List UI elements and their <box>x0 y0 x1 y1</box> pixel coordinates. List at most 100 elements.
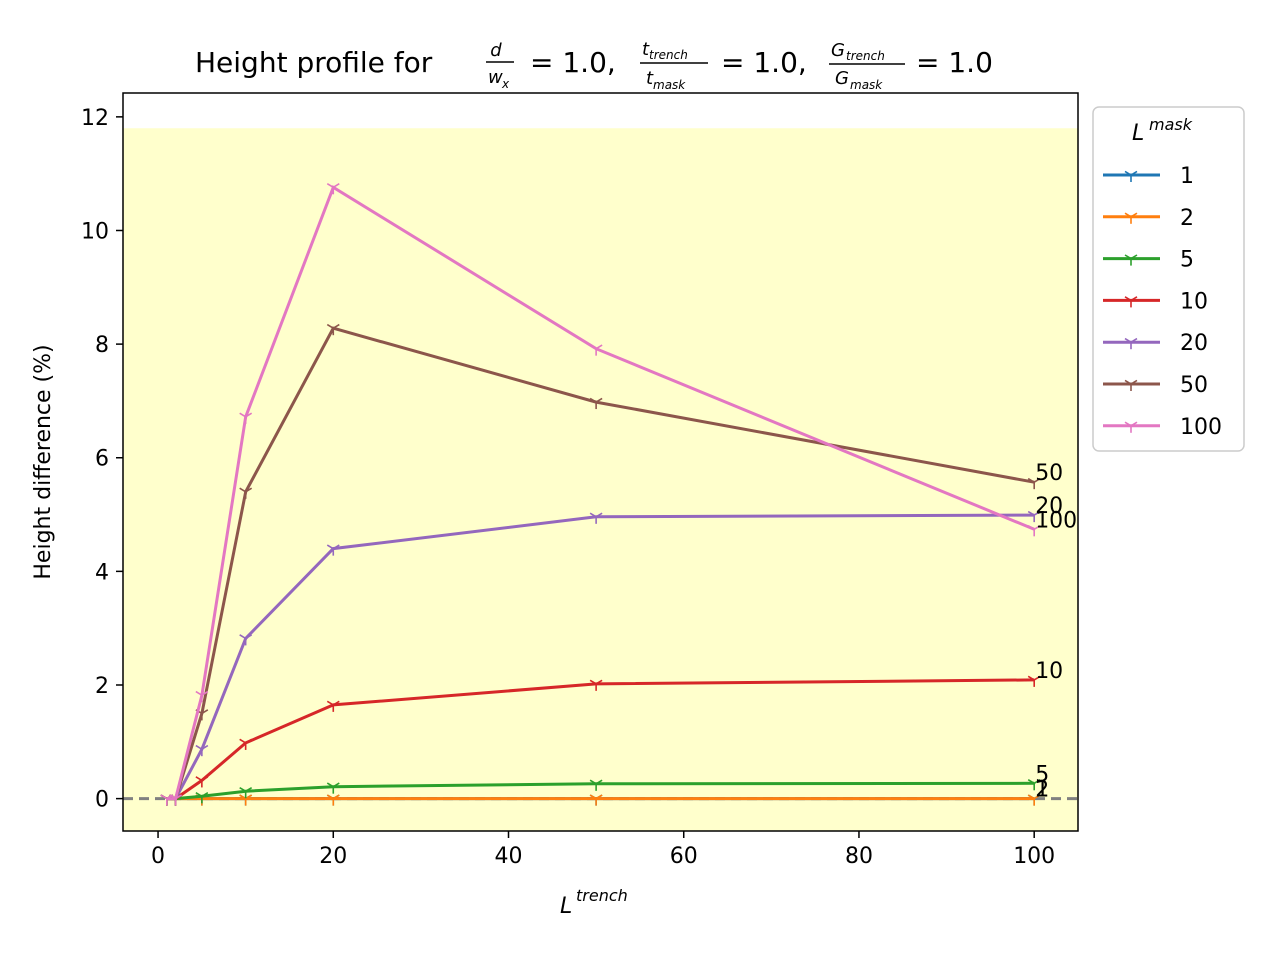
end-label-100: 100 <box>1035 508 1077 533</box>
title-eq-1: = 1.0, <box>530 46 616 79</box>
title-prefix: Height profile for <box>195 46 433 79</box>
end-label-50: 50 <box>1035 461 1063 486</box>
series-layer <box>160 183 1041 806</box>
y-axis: 0 2 4 6 8 10 12 <box>81 106 123 813</box>
data-point <box>589 679 603 691</box>
x-tick-label: 100 <box>1013 844 1055 869</box>
legend-label: 10 <box>1180 289 1208 314</box>
frac2-den: t <box>646 68 654 89</box>
y-tick-label: 2 <box>95 674 109 699</box>
x-tick-label: 20 <box>319 844 347 869</box>
frac1-den: w <box>488 67 503 88</box>
frac3-den-sub: mask <box>850 78 883 92</box>
title-fraction-2: t trench t mask <box>640 39 708 92</box>
x-tick-label: 60 <box>670 844 698 869</box>
data-point <box>1027 675 1041 687</box>
legend-item-2: 2 <box>1103 206 1194 231</box>
data-point <box>326 794 340 806</box>
y-tick-label: 8 <box>95 333 109 358</box>
legend-item-100: 100 <box>1103 415 1222 440</box>
data-point <box>326 700 340 712</box>
legend-item-1: 1 <box>1103 164 1194 189</box>
y-tick-label: 0 <box>95 788 109 813</box>
legend-title-sup: mask <box>1149 115 1193 134</box>
data-point <box>589 397 603 410</box>
data-point <box>1124 379 1138 391</box>
frac1-den-sub: x <box>501 77 510 91</box>
data-point <box>195 776 209 788</box>
data-point <box>195 792 209 804</box>
legend-item-20: 20 <box>1103 331 1208 356</box>
frac3-num: G <box>831 40 845 61</box>
plot-frame <box>122 92 1079 832</box>
legend-item-5: 5 <box>1103 248 1194 273</box>
shaded-region <box>123 128 1078 832</box>
data-point <box>239 794 253 806</box>
frac2-den-sub: mask <box>653 78 686 92</box>
y-tick-label: 6 <box>95 447 109 472</box>
legend-items: 1 2 5 10 20 50 100 <box>1103 164 1222 440</box>
data-point <box>1124 170 1138 182</box>
data-point <box>1124 337 1138 350</box>
data-point <box>1124 212 1138 224</box>
data-point <box>239 786 253 799</box>
title-eq-3: = 1.0 <box>916 46 993 79</box>
end-label-5: 5 <box>1035 762 1049 787</box>
y-tick-label: 4 <box>95 560 109 585</box>
x-axis: 0 20 40 60 80 100 <box>151 831 1055 869</box>
x-tick-label: 40 <box>495 844 523 869</box>
data-point <box>239 634 253 646</box>
end-labels: 125 10 20 50 100 <box>1035 461 1077 802</box>
x-tick-label: 80 <box>845 844 873 869</box>
legend: L mask 1 2 5 10 20 50 100 <box>1092 106 1245 452</box>
x-axis-label-sup: trench <box>576 886 628 905</box>
frac2-num-sub: trench <box>649 48 688 62</box>
plot-background <box>123 93 1078 832</box>
frac1-num: d <box>490 40 502 61</box>
legend-label: 100 <box>1180 415 1222 440</box>
data-point <box>1124 421 1138 433</box>
legend-title-main: L <box>1132 121 1144 146</box>
legend-label: 20 <box>1180 331 1208 356</box>
data-point <box>589 779 603 791</box>
data-point <box>589 794 603 806</box>
data-point <box>326 782 340 794</box>
y-tick-label: 12 <box>81 106 109 131</box>
legend-label: 1 <box>1180 164 1194 189</box>
data-point <box>1027 525 1041 537</box>
end-label-10: 10 <box>1035 659 1063 684</box>
legend-label: 2 <box>1180 206 1194 231</box>
data-point <box>589 512 603 524</box>
data-point <box>1027 794 1041 806</box>
chart-title: Height profile for d w x = 1.0, t trench… <box>195 39 993 92</box>
legend-label: 5 <box>1180 248 1194 273</box>
series-100 <box>160 183 1041 806</box>
title-eq-2: = 1.0, <box>721 46 807 79</box>
data-point <box>239 738 253 750</box>
y-tick-label: 10 <box>81 219 109 244</box>
legend-frame <box>1092 106 1245 452</box>
data-point <box>239 412 253 424</box>
end-label-1: 1 <box>1035 778 1049 803</box>
data-point <box>1027 477 1041 490</box>
data-point <box>1027 778 1041 791</box>
x-tick-label: 0 <box>151 844 165 869</box>
frac3-den: G <box>835 68 849 89</box>
legend-item-50: 50 <box>1103 373 1208 398</box>
end-label-2: 2 <box>1035 778 1049 803</box>
legend-label: 50 <box>1180 373 1208 398</box>
end-label-20: 20 <box>1035 494 1063 519</box>
data-point <box>195 744 209 757</box>
title-fraction-1: d w x <box>486 40 514 91</box>
data-point <box>169 794 182 806</box>
data-point <box>195 690 209 703</box>
data-point <box>1027 510 1041 523</box>
data-point <box>326 183 340 195</box>
frac3-num-sub: trench <box>846 49 885 63</box>
data-point <box>1124 254 1138 266</box>
data-point <box>326 544 340 556</box>
data-point <box>589 344 603 356</box>
data-point <box>239 487 253 499</box>
